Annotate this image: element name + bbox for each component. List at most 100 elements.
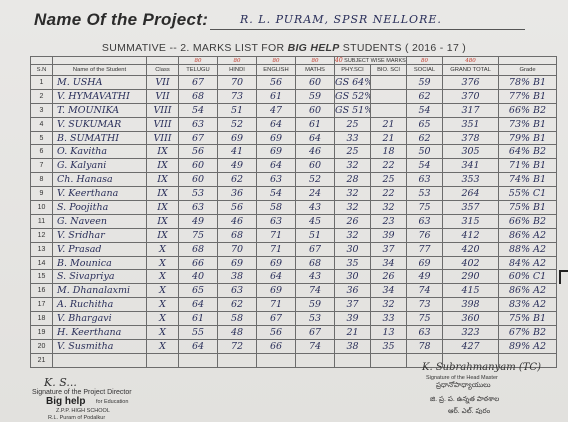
- cell-grand-total: 264: [442, 186, 500, 202]
- student-rows: 1 M. USHA VII 67 70 56 60 GS 64% 59 376 78% B1 2 V. …: [30, 75, 558, 368]
- cell-english: 64: [256, 116, 296, 132]
- cell-hindi: 48: [217, 325, 257, 340]
- cell-maths: 64: [295, 130, 335, 146]
- cell-english: 58: [256, 200, 296, 215]
- cell-class: IX: [146, 213, 179, 229]
- cell-english: 47: [256, 102, 296, 118]
- cell-english: 69: [256, 130, 296, 146]
- cell-grand-total: 353: [442, 172, 500, 188]
- cell-social: 78: [406, 338, 444, 354]
- col-english: ENGLISH: [256, 64, 296, 76]
- cell-telugu: 61: [178, 311, 218, 327]
- cell-phy-sci: GS 51%: [334, 102, 371, 118]
- cell-telugu: 68: [178, 88, 218, 104]
- max-english: 80: [256, 56, 296, 65]
- cell-sn: 14: [30, 255, 53, 271]
- cell-student-name: M. Dhanalaxmi: [52, 283, 147, 299]
- title-plain: SUMMATIVE -- 2. MARKS LIST FOR: [101, 42, 285, 54]
- cell-student-name: V. Keerthana: [52, 186, 147, 202]
- max-phy: 40: [335, 57, 343, 64]
- cell-bio-sci: 35: [369, 338, 408, 354]
- cell-maths: 51: [295, 227, 335, 243]
- project-director-caption: Signature of the Project Director: [32, 389, 132, 396]
- cell-maths: 59: [295, 297, 335, 313]
- cell-bio-sci: [369, 75, 408, 90]
- cell-grand-total: 315: [442, 213, 500, 229]
- col-class: Class: [146, 64, 179, 76]
- cell-grand-total: 420: [442, 241, 500, 257]
- cell-phy-sci: 26: [334, 213, 371, 229]
- cell-grade: 75% B1: [498, 311, 558, 327]
- cell-class: X: [146, 338, 179, 354]
- cell-sn: 20: [30, 338, 53, 354]
- cell-social: 63: [406, 172, 444, 188]
- cell-phy-sci: [334, 352, 371, 368]
- table-row: 20 V. Susmitha X 64 72 66 74 38 35 78 427 89% A2: [30, 338, 558, 354]
- cell-class: IX: [146, 227, 179, 243]
- cell-bio-sci: 34: [369, 255, 408, 271]
- col-phy: PHY.SCI: [334, 64, 371, 76]
- cell-phy-sci: 30: [334, 269, 371, 285]
- cell-social: 59: [406, 75, 444, 90]
- cell-telugu: 56: [178, 144, 218, 160]
- cell-sn: 8: [30, 172, 53, 188]
- cell-class: IX: [146, 186, 179, 202]
- cell-student-name: Ch. Hanasa: [52, 172, 147, 188]
- cell-hindi: 46: [217, 213, 257, 229]
- cell-english: 64: [256, 158, 296, 174]
- project-underline: [210, 29, 525, 30]
- cell-telugu: 54: [178, 102, 218, 118]
- cell-student-name: B. SUMATHI: [52, 130, 147, 146]
- cell-grade: 71% B1: [498, 158, 558, 174]
- cell-grand-total: 317: [442, 102, 500, 118]
- cell-bio-sci: [369, 102, 408, 118]
- cell-student-name: M. USHA: [52, 75, 147, 90]
- table-row: 16 M. Dhanalaxmi X 65 63 69 74 36 34 74 415 86% A2: [30, 283, 558, 299]
- cell-grade: [498, 352, 558, 368]
- table-row: 14 B. Mounica X 66 69 69 68 35 34 69 402 84% A2: [30, 255, 558, 271]
- cell-maths: 46: [295, 144, 335, 160]
- cell-hindi: 69: [217, 130, 257, 146]
- table-row: 13 V. Prasad X 68 70 71 67 30 37 77 420 88% A2: [30, 241, 558, 257]
- cell-phy-sci: 32: [334, 227, 371, 243]
- cell-english: 71: [256, 241, 296, 257]
- cell-grade: 84% A2: [498, 255, 558, 271]
- cell-english: 71: [256, 227, 296, 243]
- cell-english: [256, 352, 296, 368]
- cell-english: 63: [256, 213, 296, 229]
- cell-grand-total: 378: [442, 130, 500, 146]
- cell-sn: 15: [30, 269, 53, 285]
- headmaster-caption: Signature of the Head Master: [426, 375, 498, 381]
- header-row: S.N Name of the Student Class TELUGU HIN…: [30, 64, 558, 76]
- cell-hindi: 68: [217, 227, 257, 243]
- cell-student-name: V. HYMAVATHI: [52, 88, 147, 104]
- cell-student-name: V. Bhargavi: [52, 311, 147, 327]
- cell-telugu: 64: [178, 338, 218, 354]
- cell-social: 50: [406, 144, 444, 160]
- cell-student-name: A. Ruchitha: [52, 297, 147, 313]
- cell-telugu: [178, 352, 218, 368]
- cell-maths: 74: [295, 338, 335, 354]
- cell-student-name: S. Poojitha: [52, 200, 147, 215]
- cell-student-name: V. Prasad: [52, 241, 147, 257]
- cell-hindi: 56: [217, 200, 257, 215]
- cell-hindi: 41: [217, 144, 257, 160]
- table-row: 19 H. Keerthana X 55 48 56 67 21 13 63 323 67% B2: [30, 325, 558, 340]
- cell-maths: 74: [295, 283, 335, 299]
- table-row: 11 G. Naveen IX 49 46 63 45 26 23 63 315 66% B2: [30, 213, 558, 229]
- cell-phy-sci: 32: [334, 186, 371, 202]
- cell-grade: 66% B2: [498, 102, 558, 118]
- sheet-title: SUMMATIVE -- 2. MARKS LIST FOR BIG HELP …: [0, 42, 568, 54]
- max-hindi: 80: [217, 56, 257, 65]
- cell-maths: 60: [295, 75, 335, 90]
- table-row: 5 B. SUMATHI VIII 67 69 69 64 33 21 62 378 79% B1: [30, 130, 558, 146]
- cell-english: 56: [256, 325, 296, 340]
- cell-telugu: 60: [178, 172, 218, 188]
- title-rest: STUDENTS ( 2016 - 17 ): [342, 42, 467, 54]
- cell-telugu: 67: [178, 75, 218, 90]
- max-grand: 480: [442, 56, 500, 65]
- cell-bio-sci: 26: [369, 269, 408, 285]
- cell-social: 65: [406, 116, 444, 132]
- cell-grand-total: 323: [442, 325, 500, 340]
- table-row: 2 V. HYMAVATHI VII 68 73 61 59 GS 52% 62 370 77% B…: [30, 88, 558, 104]
